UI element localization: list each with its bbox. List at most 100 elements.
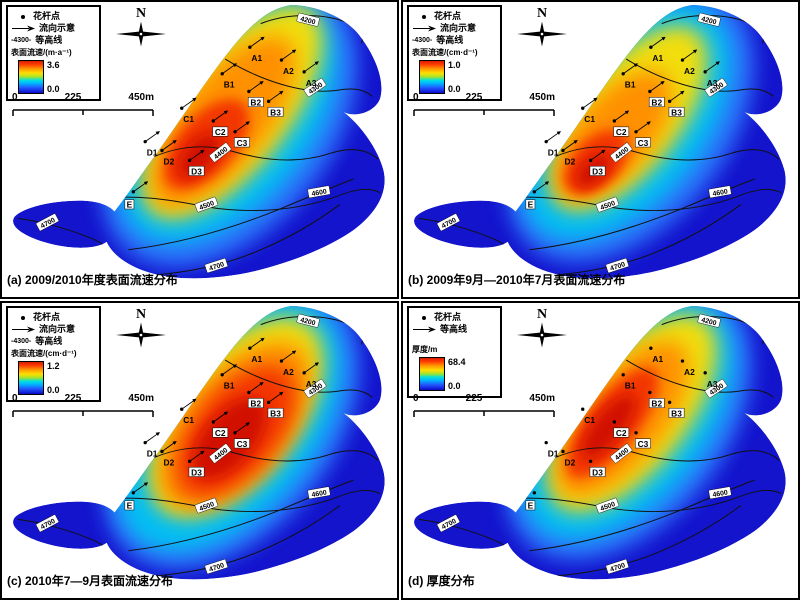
contour-label-box [204, 258, 228, 274]
panel-d: 4200 4300 4400 4500 4600 4700 4700 A1 A2 A3 B1 B2 B3… [401, 301, 800, 600]
flow-arrow [669, 90, 685, 102]
map-labels: 4200430044004500460047004700A1A2A3B1B2B3… [436, 12, 732, 274]
contour-label-box [307, 486, 331, 500]
contour-line [96, 489, 381, 513]
contour-label: 4700 [609, 261, 626, 272]
compass-star-icon [517, 322, 567, 348]
contour-label-group: 4700 [204, 258, 228, 274]
stake-dot [612, 119, 617, 123]
flow-arrow [161, 139, 177, 151]
stake-dot [649, 45, 653, 49]
stake-dot [667, 99, 672, 103]
stake-dot [247, 390, 251, 395]
stake-label-box [234, 137, 250, 148]
compass-star-icon [116, 322, 166, 348]
stake-label: C3 [638, 138, 649, 148]
flow-arrow [682, 49, 698, 61]
flow-arrow [133, 482, 149, 494]
stake-dot [131, 190, 136, 194]
stake-label: A2 [684, 66, 695, 76]
colorbar-min: 0.0 [47, 84, 60, 94]
colorbar-labels: 1.0 0.0 [448, 60, 461, 94]
stake-label: A3 [306, 78, 317, 88]
stake-label: D2 [164, 457, 175, 467]
stake-label: B3 [671, 107, 682, 117]
contour-line [96, 188, 381, 212]
compass: N [515, 7, 569, 52]
colorbar-wrap: 68.4 0.0 [419, 357, 498, 391]
scalebar-0: 0 [413, 393, 419, 404]
stake-dot [180, 106, 184, 110]
stake-label-box [267, 106, 284, 117]
scalebar-end: 450m [128, 393, 154, 404]
flow-arrow [268, 90, 284, 102]
caption-d: (d) 厚度分布 [408, 574, 475, 588]
stake-label: D3 [592, 467, 603, 477]
scalebar: 0 225 450m [413, 92, 555, 122]
flow-arrow [268, 391, 284, 403]
colorbar-wrap: 3.6 0.0 [18, 60, 97, 94]
colorbar [18, 60, 44, 94]
legend-row-flow: 流向示意 [11, 324, 97, 335]
flow-arrow [248, 381, 264, 393]
map-labels: 4200430044004500460047004700A1A2A3B1B2B3… [436, 313, 732, 575]
contour-line [537, 146, 780, 166]
stake-label: B1 [224, 80, 235, 90]
flow-arrow [281, 350, 297, 362]
stake-label: C1 [183, 114, 194, 124]
compass: N [515, 308, 569, 353]
contour-symbol: -4300- [412, 37, 433, 44]
stake-label: D2 [565, 156, 576, 166]
colorbar-title: 表面流速/(cm·d⁻¹) [11, 349, 77, 358]
glacier-body [13, 4, 385, 279]
stake-dot [279, 58, 284, 62]
stake-dot [131, 491, 136, 495]
contour-label-group: 4600 [708, 486, 732, 500]
colorbar-min: 0.0 [448, 381, 461, 391]
flow-arrow [234, 121, 250, 133]
stake-dot [581, 407, 585, 411]
legend-flow-label: 流向示意 [440, 23, 477, 33]
stake-dot [667, 400, 672, 404]
scalebar-mid: 225 [64, 393, 82, 404]
contour-label-group: 4600 [307, 185, 331, 199]
scalebar-line [413, 410, 555, 417]
stake-label: E [528, 200, 534, 210]
contour-label-box [605, 258, 629, 274]
contour-label-group: 4500 [595, 497, 620, 514]
stake-dot [634, 431, 638, 435]
legend-row-flow: 流向示意 [412, 23, 498, 34]
contour-label-box [296, 12, 320, 27]
contour-label-box [303, 78, 327, 98]
contour-label-box [595, 196, 620, 213]
north-label: N [536, 6, 548, 21]
stake-label: A3 [707, 379, 718, 389]
contour-label-box [204, 559, 228, 575]
colorbar [18, 361, 44, 395]
flow-arrow [248, 80, 264, 92]
stake-label-box [124, 199, 135, 210]
contour-label-box [209, 443, 232, 464]
stake-dot [187, 158, 192, 162]
scalebar-0: 0 [12, 393, 18, 404]
compass-star-icon [116, 21, 166, 47]
legend-stake-label: 花杆点 [434, 312, 462, 322]
legend-b: 花杆点 流向示意 -4300- 等高线 表面流速/(cm·d⁻¹) 1.0 0.… [407, 5, 502, 101]
stake-label: A3 [707, 78, 718, 88]
scalebar-labels: 0 225 450m [12, 393, 154, 404]
north-label: N [135, 6, 147, 21]
stake-dot [160, 449, 164, 454]
stake-label: D1 [147, 449, 158, 459]
legend-row-flow: 流向示意 [11, 23, 97, 34]
flow-arrow-icon [412, 325, 436, 334]
contour-label-group: 4200 [697, 313, 721, 328]
stake-dot [266, 400, 271, 404]
colorbar-min: 0.0 [47, 385, 60, 395]
panel-c: 4200 4300 4400 4500 4600 4700 4700 A1 A2 A3 B1 B2 B3… [0, 301, 399, 600]
stake-label-box [525, 500, 536, 511]
legend-contour-label: 等高线 [436, 35, 464, 45]
stake-dot [247, 89, 251, 94]
contour-symbol: -4300- [11, 37, 32, 44]
stake-label-box [188, 466, 205, 477]
flow-arrow [234, 422, 250, 434]
